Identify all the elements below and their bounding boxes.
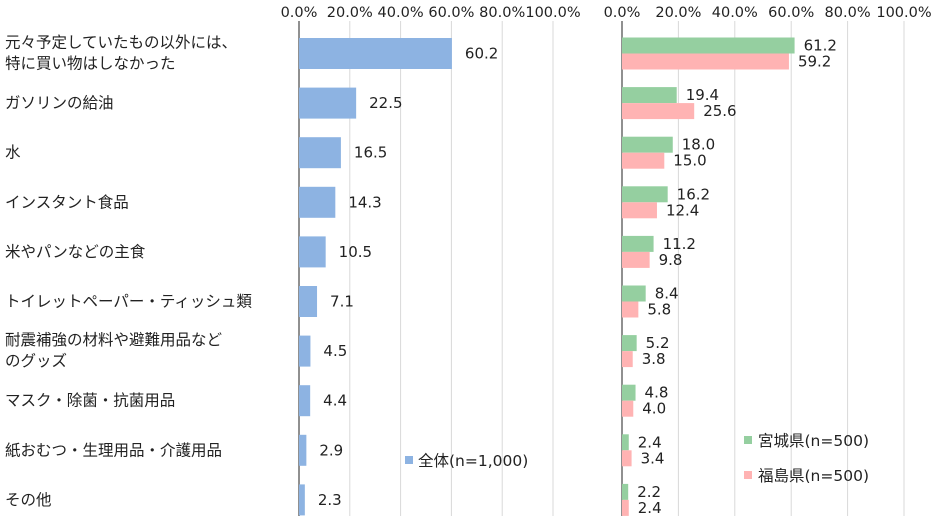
category-label-1: ガソリンの給油 xyxy=(5,94,114,112)
bar-pref-s0-c9 xyxy=(622,483,629,500)
value-label-pref-s1-c3: 12.4 xyxy=(666,201,699,219)
tick-label-all-2: 40.0% xyxy=(378,5,424,21)
value-label-pref-s1-c8: 3.4 xyxy=(641,449,665,467)
value-label-pref-s0-c9: 2.2 xyxy=(637,483,661,501)
value-label-pref-s0-c2: 18.0 xyxy=(682,136,715,154)
value-label-all-s0-c9: 2.3 xyxy=(318,491,342,509)
bar-all-s0-c8 xyxy=(299,434,307,466)
legend-label-all: 全体(n=1,000) xyxy=(418,452,528,470)
legend-label-pref-0: 宮城県(n=500) xyxy=(758,432,869,450)
legend-marker-all xyxy=(405,456,413,464)
value-label-pref-s1-c4: 9.8 xyxy=(659,251,683,269)
value-label-all-s0-c0: 60.2 xyxy=(465,45,498,63)
legend-marker-pref-0 xyxy=(744,436,752,444)
bar-all-s0-c5 xyxy=(299,286,318,317)
tick-label-all-4: 80.0% xyxy=(479,5,525,21)
bar-pref-s1-c1 xyxy=(622,103,695,120)
bar-all-s0-c3 xyxy=(299,186,336,218)
bar-pref-s1-c0 xyxy=(622,53,789,70)
value-label-all-s0-c7: 4.4 xyxy=(323,392,347,410)
tick-label-pref-5: 100.0% xyxy=(876,5,931,21)
tick-label-all-5: 100.0% xyxy=(525,5,580,21)
value-label-pref-s0-c1: 19.4 xyxy=(686,86,719,104)
legend-label-pref-1: 福島県(n=500) xyxy=(758,467,869,485)
bar-all-s0-c6 xyxy=(299,335,311,367)
bar-pref-s0-c1 xyxy=(622,87,677,104)
value-label-all-s0-c1: 22.5 xyxy=(369,94,402,112)
bar-all-s0-c2 xyxy=(299,137,341,169)
value-label-pref-s1-c9: 2.4 xyxy=(638,499,662,517)
tick-label-all-3: 60.0% xyxy=(428,5,474,21)
category-label-7: マスク・除菌・抗菌用品 xyxy=(5,392,175,410)
value-label-pref-s0-c6: 5.2 xyxy=(646,334,670,352)
bar-pref-s1-c3 xyxy=(622,202,657,219)
bar-pref-s0-c3 xyxy=(622,186,668,203)
value-label-pref-s0-c0: 61.2 xyxy=(804,37,837,55)
bar-all-s0-c9 xyxy=(299,484,305,516)
value-label-pref-s0-c3: 16.2 xyxy=(677,185,710,203)
category-label-5: トイレットペーパー・ティッシュ類 xyxy=(5,293,252,311)
bar-all-s0-c1 xyxy=(299,87,357,119)
value-label-all-s0-c2: 16.5 xyxy=(354,144,387,162)
tick-label-pref-4: 80.0% xyxy=(825,5,871,21)
value-label-all-s0-c8: 2.9 xyxy=(319,441,343,459)
tick-label-pref-3: 60.0% xyxy=(768,5,814,21)
value-label-pref-s0-c8: 2.4 xyxy=(638,433,662,451)
category-label-0-line-1: 特に買い物はしなかった xyxy=(5,55,176,73)
value-label-pref-s1-c1: 25.6 xyxy=(703,102,736,120)
bar-pref-s0-c8 xyxy=(622,434,629,451)
bar-pref-s0-c5 xyxy=(622,285,646,302)
bar-pref-s0-c6 xyxy=(622,335,637,352)
bar-pref-s0-c2 xyxy=(622,136,673,153)
bar-pref-s0-c4 xyxy=(622,235,654,252)
tick-label-all-0: 0.0% xyxy=(281,5,318,21)
bar-pref-s1-c6 xyxy=(622,351,633,368)
category-label-4: 米やパンなどの主食 xyxy=(5,243,146,261)
category-label-6-line-0: 耐震補強の材料や避難用品など xyxy=(5,331,223,349)
value-label-pref-s1-c6: 3.8 xyxy=(642,350,666,368)
bar-pref-s1-c5 xyxy=(622,301,639,318)
value-label-all-s0-c6: 4.5 xyxy=(323,342,347,360)
bar-pref-s0-c7 xyxy=(622,384,636,401)
value-label-pref-s1-c7: 4.0 xyxy=(642,400,666,418)
bar-all-s0-c7 xyxy=(299,385,311,417)
value-label-pref-s0-c7: 4.8 xyxy=(645,384,669,402)
tick-label-pref-2: 40.0% xyxy=(712,5,758,21)
value-label-pref-s1-c5: 5.8 xyxy=(647,301,671,319)
legend-marker-pref-1 xyxy=(744,471,752,479)
category-label-6-line-1: のグッズ xyxy=(5,352,67,370)
tick-label-all-1: 20.0% xyxy=(327,5,373,21)
category-label-8: 紙おむつ・生理用品・介護用品 xyxy=(5,441,222,459)
category-label-0-line-0: 元々予定していたもの以外には、 xyxy=(5,34,237,52)
tick-label-pref-0: 0.0% xyxy=(604,5,641,21)
value-label-all-s0-c4: 10.5 xyxy=(339,243,372,261)
bar-pref-s0-c0 xyxy=(622,37,795,54)
value-label-pref-s0-c5: 8.4 xyxy=(655,285,679,303)
category-label-2: 水 xyxy=(5,144,21,162)
value-label-pref-s0-c4: 11.2 xyxy=(663,235,696,253)
bar-pref-s1-c7 xyxy=(622,400,634,417)
bar-pref-s1-c9 xyxy=(622,499,629,516)
bar-pref-s1-c4 xyxy=(622,251,650,268)
tick-label-pref-1: 20.0% xyxy=(655,5,701,21)
value-label-all-s0-c3: 14.3 xyxy=(348,193,381,211)
value-label-all-s0-c5: 7.1 xyxy=(330,293,354,311)
bar-all-s0-c0 xyxy=(299,38,452,69)
value-label-pref-s1-c0: 59.2 xyxy=(798,53,831,71)
category-label-3: インスタント食品 xyxy=(5,193,129,211)
bar-pref-s1-c8 xyxy=(622,450,632,467)
value-label-pref-s1-c2: 15.0 xyxy=(673,152,706,170)
bar-all-s0-c4 xyxy=(299,236,326,268)
category-label-9: その他 xyxy=(5,491,52,509)
bar-pref-s1-c2 xyxy=(622,152,665,169)
